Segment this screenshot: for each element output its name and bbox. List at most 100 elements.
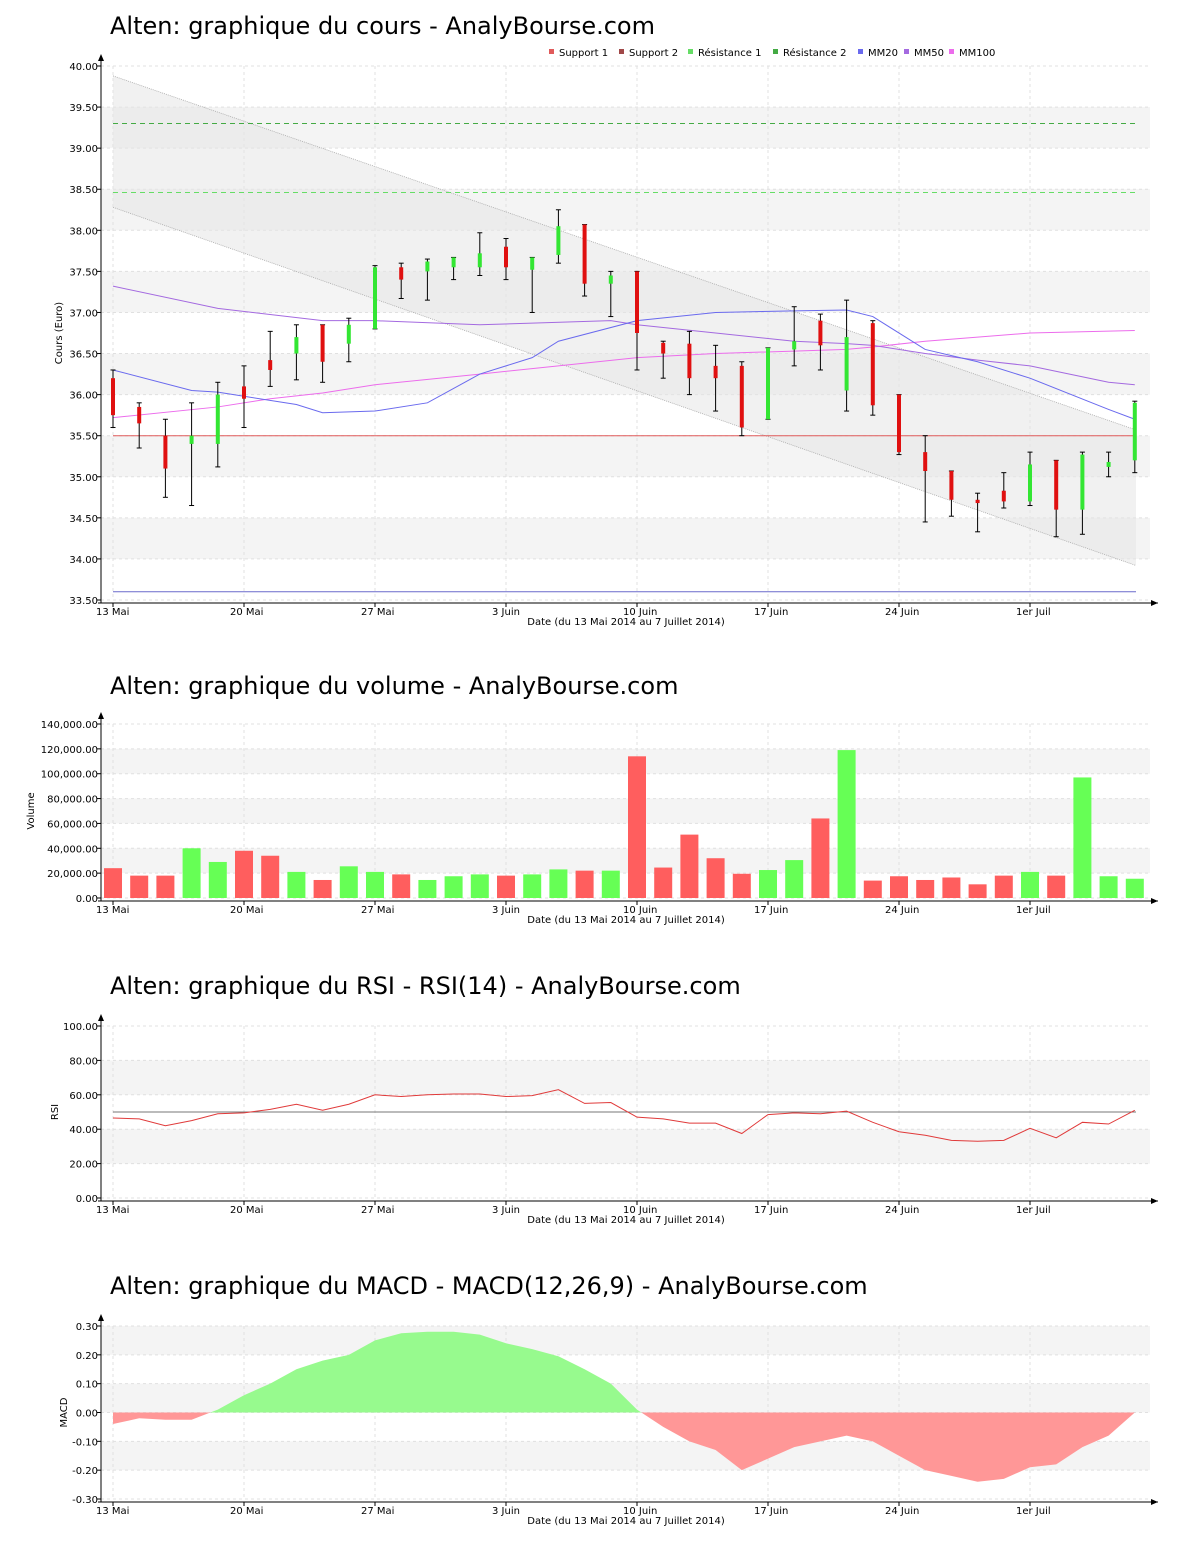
candle-body xyxy=(844,337,849,391)
x-tick-label: 3 Juin xyxy=(492,607,520,618)
x-tick-label: 1er Juil xyxy=(1016,905,1051,916)
y-tick-label: 35.50 xyxy=(69,432,98,443)
y-tick-label: 0.20 xyxy=(76,1351,98,1362)
volume-bar xyxy=(339,866,358,898)
y-tick-label: 38.50 xyxy=(69,185,98,196)
y-tick-label: 140,000.00 xyxy=(41,720,98,731)
candle-body xyxy=(294,337,299,354)
candle-body xyxy=(792,341,797,350)
volume-bar xyxy=(759,870,777,898)
volume-bar xyxy=(628,756,646,898)
chart-title: Alten: graphique du cours - AnalyBourse.… xyxy=(110,12,655,40)
candle-body xyxy=(111,378,115,416)
candle-body xyxy=(504,246,508,268)
legend-swatch xyxy=(904,49,909,54)
legend-label: MM100 xyxy=(959,48,995,59)
candle-body xyxy=(425,261,430,272)
x-tick-label: 3 Juin xyxy=(492,1506,520,1517)
y-tick-label: 38.00 xyxy=(69,226,98,237)
y-tick-label: 60.00 xyxy=(69,1091,98,1102)
candle-body xyxy=(635,271,639,333)
legend-swatch xyxy=(688,49,693,54)
chart-title: Alten: graphique du RSI - RSI(14) - Anal… xyxy=(110,972,741,1000)
legend-swatch xyxy=(549,49,554,54)
y-tick-label: 34.00 xyxy=(69,555,98,566)
candle-body xyxy=(949,471,954,500)
volume-bar xyxy=(392,874,411,898)
volume-bar xyxy=(1099,876,1118,898)
y-tick-label: 40,000.00 xyxy=(47,844,98,855)
volume-bar xyxy=(182,848,201,898)
x-tick-label: 24 Juin xyxy=(885,607,919,618)
y-tick-label: -0.20 xyxy=(72,1466,98,1477)
mm20-line xyxy=(112,309,1135,420)
candle-body xyxy=(923,452,928,472)
x-tick-label: 1er Juil xyxy=(1016,1205,1051,1216)
y-axis-arrow xyxy=(98,54,104,61)
legend-label: MM50 xyxy=(914,48,944,59)
x-tick-label: 1er Juil xyxy=(1016,607,1051,618)
x-tick-label: 24 Juin xyxy=(885,1506,919,1517)
x-axis-title: Date (du 13 Mai 2014 au 7 Juillet 2014) xyxy=(527,617,725,628)
y-tick-label: 40.00 xyxy=(69,62,98,73)
x-axis-arrow xyxy=(1151,1499,1158,1505)
volume-bar xyxy=(130,875,149,898)
chart-band xyxy=(101,1326,1150,1355)
x-tick-label: 17 Juin xyxy=(754,607,788,618)
y-axis-title: MACD xyxy=(59,1397,70,1427)
legend-label: Support 2 xyxy=(629,48,678,59)
volume-bar xyxy=(837,750,856,898)
candle-body xyxy=(189,435,194,444)
x-tick-label: 27 Mai xyxy=(361,1205,394,1216)
chart-band xyxy=(101,748,1150,774)
candle-body xyxy=(1106,461,1111,467)
candle-body xyxy=(1132,402,1137,461)
y-axis-title: Volume xyxy=(26,792,37,829)
x-tick-label: 10 Juin xyxy=(623,905,657,916)
x-axis-arrow xyxy=(1151,1198,1158,1204)
candle-body xyxy=(1054,460,1059,510)
y-tick-label: 0.30 xyxy=(76,1322,98,1333)
volume-bar xyxy=(444,876,463,898)
y-tick-label: 34.50 xyxy=(69,514,98,525)
volume-bar xyxy=(890,876,908,898)
chart-title: Alten: graphique du MACD - MACD(12,26,9)… xyxy=(110,1272,868,1300)
x-tick-label: 3 Juin xyxy=(492,1205,520,1216)
volume-bar xyxy=(470,874,489,898)
y-axis-arrow xyxy=(98,1014,104,1021)
volume-bar xyxy=(156,875,175,898)
legend-label: Résistance 2 xyxy=(783,47,846,59)
y-tick-label: 0.00 xyxy=(76,1194,98,1205)
chart-band xyxy=(101,1129,1150,1164)
volume-bar xyxy=(968,884,987,898)
candle-body xyxy=(163,435,168,469)
x-tick-label: 20 Mai xyxy=(230,1205,263,1216)
candle-body xyxy=(582,224,587,284)
volume-bar xyxy=(497,875,515,898)
volume-bar xyxy=(549,869,568,898)
y-tick-label: -0.30 xyxy=(72,1495,98,1506)
volume-bar xyxy=(287,871,306,898)
x-axis-title: Date (du 13 Mai 2014 au 7 Juillet 2014) xyxy=(527,915,725,926)
volume-bar xyxy=(942,877,961,898)
x-tick-label: 24 Juin xyxy=(885,905,919,916)
volume-bar xyxy=(208,861,227,898)
y-axis-arrow xyxy=(98,1314,104,1321)
candle-body xyxy=(608,275,613,284)
x-tick-label: 3 Juin xyxy=(492,905,520,916)
candle-body xyxy=(1001,490,1006,502)
y-tick-label: 35.00 xyxy=(69,473,98,484)
x-tick-label: 13 Mai xyxy=(96,1205,129,1216)
y-tick-label: 40.00 xyxy=(69,1125,98,1136)
volume-bar xyxy=(680,834,699,898)
y-tick-label: 0.10 xyxy=(76,1380,98,1391)
y-tick-label: 37.00 xyxy=(69,308,98,319)
y-tick-label: 100,000.00 xyxy=(41,770,98,781)
candle-body xyxy=(373,267,377,329)
volume-bar xyxy=(1021,871,1039,898)
volume-bar xyxy=(575,870,594,898)
macd-negative-area xyxy=(113,1412,1135,1482)
x-tick-label: 20 Mai xyxy=(230,1506,263,1517)
volume-bar xyxy=(706,858,725,898)
